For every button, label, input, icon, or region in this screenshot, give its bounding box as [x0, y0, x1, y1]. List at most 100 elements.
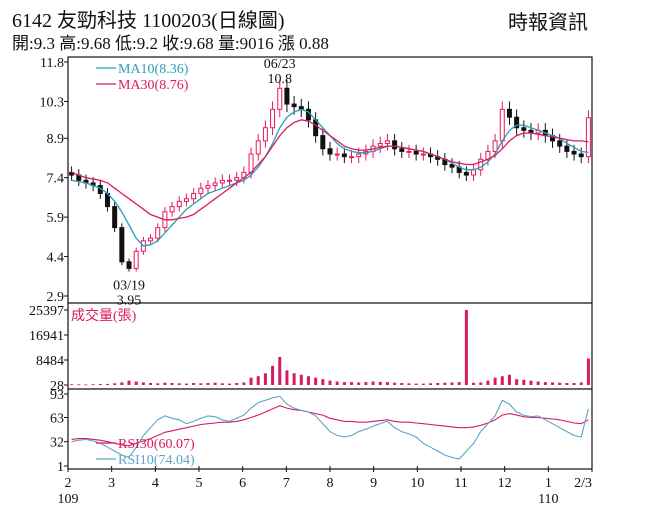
candle-body [119, 227, 125, 263]
volume-bar [436, 383, 440, 385]
volume-bar [199, 383, 203, 385]
month-label: 6 [239, 476, 246, 491]
month-label: 3 [108, 476, 115, 491]
volume-tick-label: 8484 [36, 354, 64, 369]
volume-bar [134, 381, 138, 385]
price-legend-label: MA30(8.76) [118, 78, 189, 93]
candle-body [413, 150, 419, 155]
volume-bar [500, 376, 504, 385]
candle-body [506, 108, 512, 118]
candle-body [356, 153, 362, 158]
candle-body [227, 179, 233, 182]
volume-bar [206, 383, 210, 385]
volume-title: 成交量(張) [71, 307, 137, 324]
volume-bar [328, 380, 332, 385]
volume-bar [364, 382, 368, 385]
month-label: 9 [370, 476, 377, 491]
open-value: 開:9.3 [12, 34, 55, 53]
rsi-tick-label: 63 [50, 411, 64, 426]
rsi30-line [71, 405, 589, 447]
volume-bar [263, 373, 267, 385]
volume-bar [77, 384, 81, 386]
candle-body [492, 140, 498, 152]
month-label: 1 [545, 476, 552, 491]
chart-title: 6142 友勁科技 1100203(日線圖) [12, 10, 285, 32]
volume-bar [350, 382, 354, 385]
volume-bar [515, 379, 519, 385]
candle-body [198, 187, 204, 194]
candle-body [148, 237, 154, 242]
candle-body [169, 206, 175, 213]
candle-body [384, 140, 390, 145]
candle-body [521, 127, 527, 131]
volume-bar [278, 356, 282, 385]
volume-bar [450, 382, 454, 385]
volume-bar [457, 382, 461, 385]
candle-body [183, 198, 189, 202]
candle-body [449, 164, 455, 168]
volume-bar [192, 383, 196, 385]
month-label: 4 [152, 476, 159, 491]
x-axis: 2 3 4 5 6 7 8 9 10 11 12 1 2/3 109 110 [58, 466, 593, 507]
volume-panel: 25397 16941 8484 28 成交量(張) [29, 304, 590, 394]
volume-bar [127, 380, 131, 385]
volume-bar [120, 382, 124, 385]
volume-bar [228, 383, 232, 385]
volume-bar [299, 374, 303, 385]
candle-body [291, 103, 297, 108]
price-tick-label: 10.3 [40, 95, 65, 110]
low-value: 低:9.2 [114, 34, 158, 53]
price-tick-label: 7.4 [47, 172, 65, 187]
volume-bar [321, 379, 325, 385]
rsi10-line [71, 395, 589, 460]
candle-body [133, 250, 139, 269]
volume-tick-label: 28 [50, 379, 64, 394]
volume-bar [385, 382, 389, 385]
volume-bar [256, 376, 260, 385]
rsi-tick-label: 1 [57, 460, 64, 475]
price-tick-label: 8.9 [47, 132, 65, 147]
ma30-line [71, 119, 589, 221]
volume-bar [586, 358, 590, 385]
price-panel: 11.8 10.3 8.9 7.4 5.9 4.4 2.9 MA10(8.36)MA30(8.… [40, 56, 591, 309]
volume-bar [558, 382, 562, 385]
candle-body [585, 117, 591, 158]
candle-body [564, 145, 570, 152]
close-value: 收:9.68 [162, 34, 214, 53]
candle-body [341, 153, 347, 158]
month-label: 2/3 [574, 476, 592, 491]
volume-tick-label: 25397 [29, 304, 64, 319]
peak-value-label: 10.8 [268, 72, 293, 87]
candle-body [176, 200, 182, 208]
trough-date-label: 03/19 [113, 279, 145, 294]
price-tick-label: 5.9 [47, 211, 65, 226]
volume-bar [84, 384, 88, 386]
volume-bar [421, 383, 425, 385]
volume-bar [393, 382, 397, 385]
volume-bar [105, 383, 109, 385]
trough-value-label: 3.95 [117, 294, 142, 309]
volume-bar [579, 382, 583, 385]
change-value: 漲 0.88 [277, 34, 329, 53]
volume-bar [536, 381, 540, 385]
candle-body [248, 153, 254, 173]
volume-bar [285, 370, 289, 385]
candle-body [320, 135, 326, 150]
volume-bar [156, 383, 160, 385]
candle-body [126, 261, 132, 269]
candle-body [112, 206, 118, 229]
volume-bar [113, 383, 117, 385]
candle-body [234, 177, 240, 181]
candle-body [349, 156, 355, 159]
candle-body [212, 182, 218, 187]
volume-bar [357, 382, 361, 385]
candle-body [463, 171, 469, 176]
volume-bar [472, 382, 476, 385]
volume-bar [149, 383, 153, 385]
candle-body [478, 158, 484, 171]
candle-body [557, 140, 563, 147]
candle-body [327, 148, 333, 155]
volume-bar [543, 382, 547, 385]
volume-bar [529, 380, 533, 385]
